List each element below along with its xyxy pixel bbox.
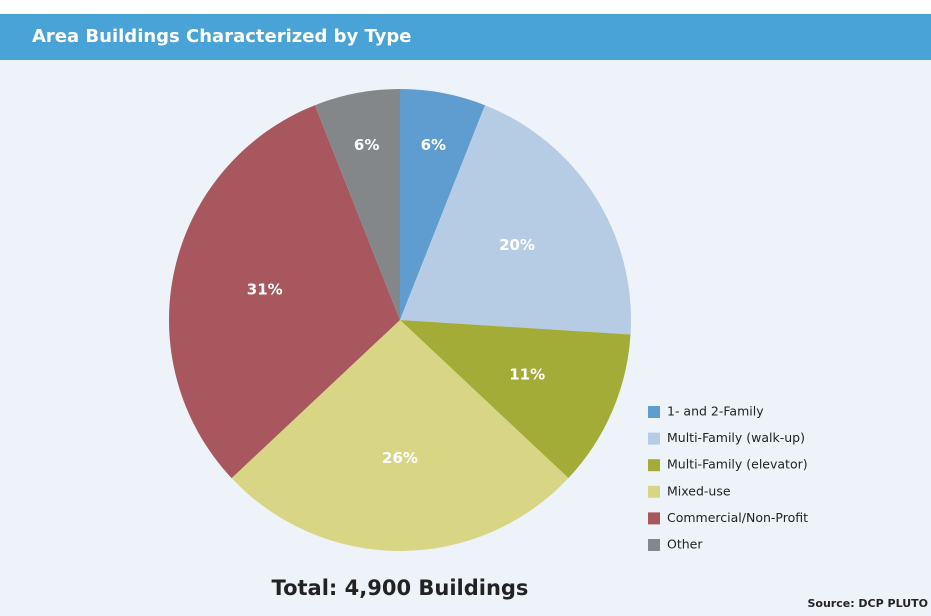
chart-title: Area Buildings Characterized by Type xyxy=(32,26,411,47)
legend-swatch xyxy=(648,406,660,418)
data-label: 6% xyxy=(421,136,446,154)
header-bar xyxy=(0,14,931,60)
legend-swatch xyxy=(648,512,660,525)
legend-label: Multi-Family (elevator) xyxy=(667,457,808,472)
legend-swatch xyxy=(648,432,660,445)
legend-swatch xyxy=(648,539,660,551)
source-note: Source: DCP PLUTO xyxy=(807,597,928,610)
pie-slice xyxy=(400,320,631,479)
legend-label: Multi-Family (walk-up) xyxy=(667,430,805,445)
total-note: Total: 4,900 Buildings xyxy=(272,576,529,600)
data-label: 11% xyxy=(509,366,545,384)
pie-slice xyxy=(400,105,631,335)
legend-label: Other xyxy=(667,537,703,552)
pie-slice xyxy=(400,89,486,320)
legend-label: Mixed-use xyxy=(667,483,731,498)
pie-slice xyxy=(168,105,400,479)
data-label: 20% xyxy=(499,236,535,254)
pie-slice xyxy=(231,320,569,551)
data-label: 26% xyxy=(382,449,418,467)
legend-swatch xyxy=(648,485,660,498)
data-label: 31% xyxy=(247,280,283,298)
legend-swatch xyxy=(648,459,660,472)
legend-label: Commercial/Non-Profit xyxy=(667,510,808,525)
pie-slice xyxy=(314,89,400,320)
legend-label: 1- and 2-Family xyxy=(667,404,764,419)
data-label: 6% xyxy=(354,136,379,154)
